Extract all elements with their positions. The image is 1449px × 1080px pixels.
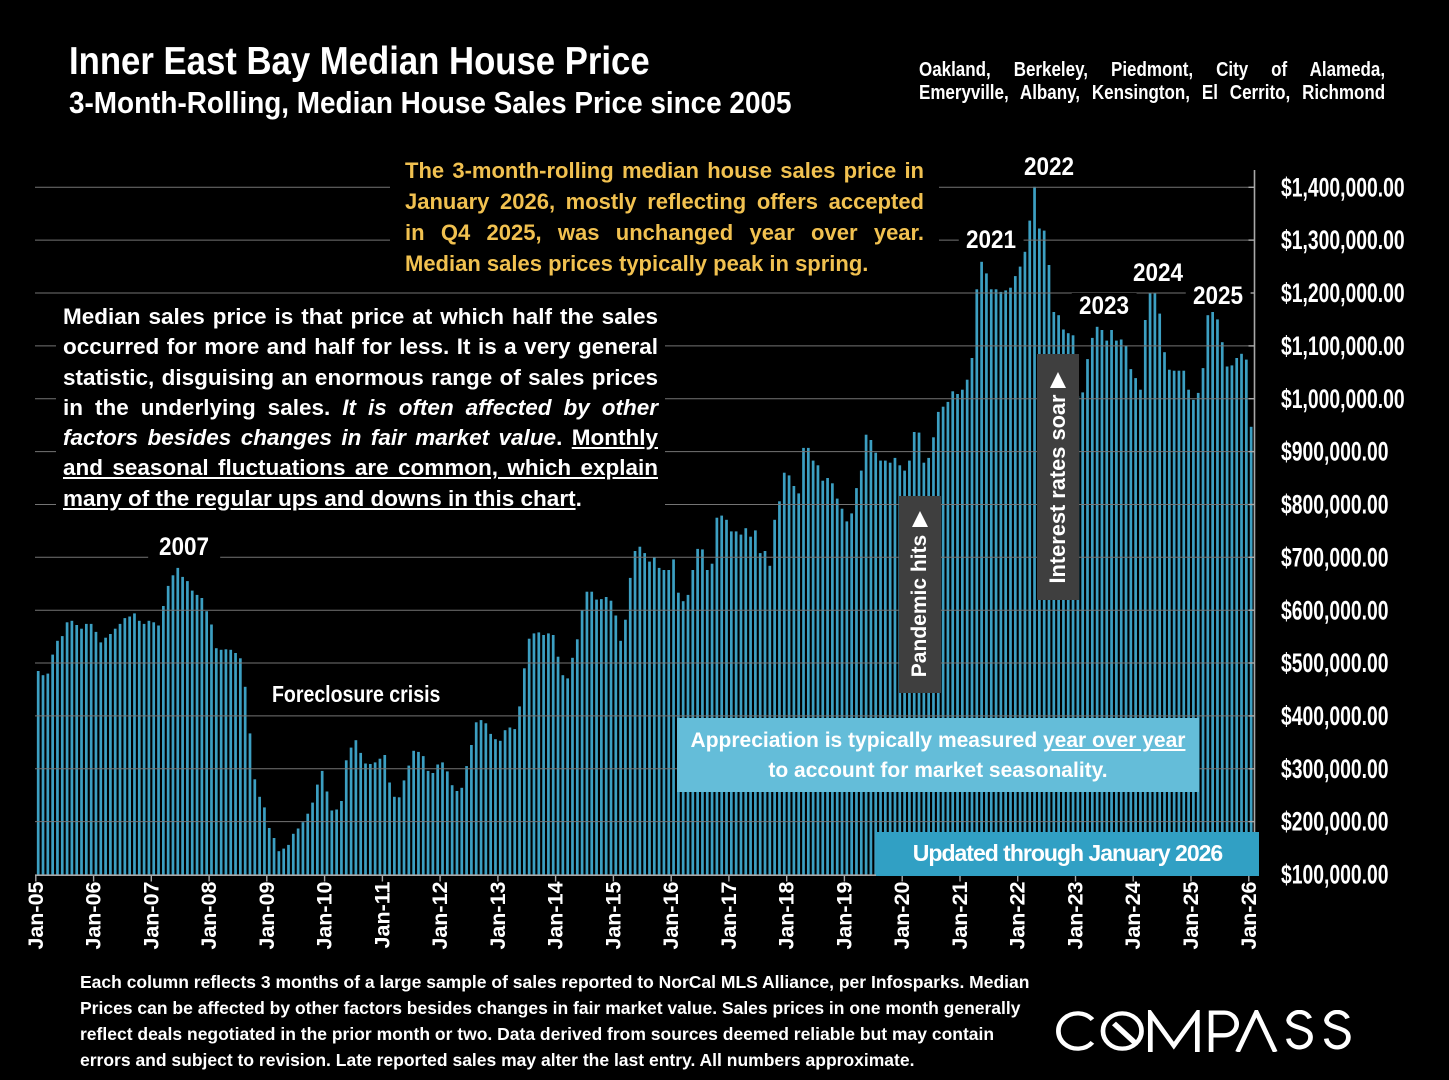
- svg-text:$1,400,000.00: $1,400,000.00: [1281, 172, 1405, 202]
- svg-text:$500,000.00: $500,000.00: [1281, 648, 1389, 678]
- svg-text:$1,000,000.00: $1,000,000.00: [1281, 384, 1405, 414]
- svg-text:Jan-08: Jan-08: [197, 881, 221, 949]
- svg-text:Jan-19: Jan-19: [832, 881, 856, 949]
- svg-text:Jan-18: Jan-18: [775, 881, 799, 949]
- svg-text:$300,000.00: $300,000.00: [1281, 754, 1389, 784]
- svg-text:Jan-15: Jan-15: [601, 881, 625, 949]
- svg-text:$800,000.00: $800,000.00: [1281, 490, 1389, 520]
- svg-text:Jan-21: Jan-21: [948, 881, 972, 949]
- svg-text:Jan-20: Jan-20: [890, 881, 914, 949]
- svg-text:Jan-16: Jan-16: [659, 881, 683, 949]
- svg-text:$600,000.00: $600,000.00: [1281, 595, 1389, 625]
- svg-text:$100,000.00: $100,000.00: [1281, 860, 1389, 890]
- svg-text:Jan-24: Jan-24: [1121, 881, 1145, 949]
- svg-text:Jan-10: Jan-10: [313, 881, 337, 949]
- svg-text:$900,000.00: $900,000.00: [1281, 437, 1389, 467]
- svg-text:$700,000.00: $700,000.00: [1281, 542, 1389, 572]
- svg-text:Jan-17: Jan-17: [717, 881, 741, 949]
- svg-text:$200,000.00: $200,000.00: [1281, 807, 1389, 837]
- svg-text:Jan-12: Jan-12: [428, 881, 452, 949]
- svg-text:$1,100,000.00: $1,100,000.00: [1281, 331, 1405, 361]
- svg-text:Jan-25: Jan-25: [1179, 881, 1203, 949]
- svg-text:Jan-23: Jan-23: [1064, 881, 1088, 949]
- svg-text:Jan-06: Jan-06: [82, 881, 106, 949]
- svg-text:Jan-13: Jan-13: [486, 881, 510, 949]
- svg-text:Jan-11: Jan-11: [370, 881, 394, 948]
- svg-text:Jan-22: Jan-22: [1006, 881, 1030, 949]
- svg-text:Jan-09: Jan-09: [255, 881, 279, 949]
- svg-text:Jan-14: Jan-14: [544, 881, 568, 949]
- svg-text:Jan-26: Jan-26: [1237, 881, 1261, 949]
- svg-text:$1,300,000.00: $1,300,000.00: [1281, 225, 1405, 255]
- svg-text:Jan-05: Jan-05: [24, 881, 48, 949]
- svg-text:$400,000.00: $400,000.00: [1281, 701, 1389, 731]
- svg-text:Jan-07: Jan-07: [139, 881, 163, 949]
- svg-text:$1,200,000.00: $1,200,000.00: [1281, 278, 1405, 308]
